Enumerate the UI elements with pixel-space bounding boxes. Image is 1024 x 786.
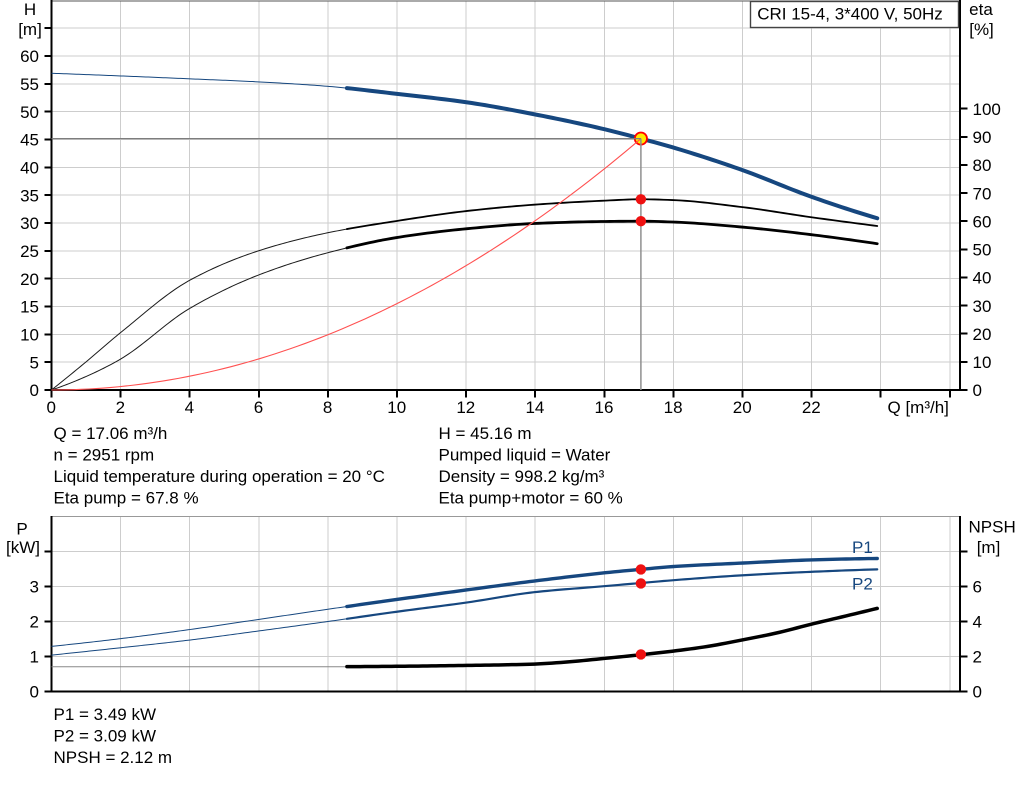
svg-text:6: 6: [254, 398, 263, 417]
svg-text:P2 = 3.09 kW: P2 = 3.09 kW: [54, 727, 157, 746]
svg-text:P: P: [16, 520, 27, 539]
svg-text:Q [m³/h]: Q [m³/h]: [888, 398, 949, 417]
svg-text:Pumped liquid = Water: Pumped liquid = Water: [439, 446, 611, 465]
svg-text:[%]: [%]: [969, 20, 994, 39]
svg-text:1: 1: [30, 648, 39, 667]
svg-text:NPSH = 2.12 m: NPSH = 2.12 m: [54, 748, 173, 767]
svg-text:2: 2: [30, 613, 39, 632]
svg-text:Eta pump+motor = 60 %: Eta pump+motor = 60 %: [439, 489, 623, 508]
svg-text:25: 25: [20, 242, 39, 261]
svg-text:40: 40: [973, 269, 992, 288]
svg-text:P1: P1: [852, 538, 873, 557]
svg-text:H: H: [24, 0, 36, 19]
svg-text:10: 10: [973, 353, 992, 372]
svg-text:3: 3: [30, 578, 39, 597]
svg-text:0: 0: [30, 381, 39, 400]
svg-text:H = 45.16 m: H = 45.16 m: [439, 424, 532, 443]
svg-text:2: 2: [116, 398, 125, 417]
svg-text:P1 = 3.49 kW: P1 = 3.49 kW: [54, 705, 157, 724]
svg-text:2: 2: [973, 648, 982, 667]
svg-text:20: 20: [973, 325, 992, 344]
svg-text:5: 5: [30, 353, 39, 372]
svg-text:80: 80: [973, 156, 992, 175]
svg-text:40: 40: [20, 159, 39, 178]
svg-text:Eta pump = 67.8 %: Eta pump = 67.8 %: [54, 489, 199, 508]
svg-text:4: 4: [185, 398, 194, 417]
svg-text:4: 4: [973, 613, 982, 632]
svg-text:20: 20: [733, 398, 752, 417]
svg-text:Liquid temperature during oper: Liquid temperature during operation = 20…: [54, 467, 385, 486]
svg-text:50: 50: [20, 103, 39, 122]
svg-text:60: 60: [973, 212, 992, 231]
svg-text:CRI 15-4, 3*400 V, 50Hz: CRI 15-4, 3*400 V, 50Hz: [757, 5, 943, 24]
svg-text:55: 55: [20, 75, 39, 94]
svg-text:100: 100: [973, 100, 1001, 119]
svg-text:30: 30: [20, 214, 39, 233]
svg-text:30: 30: [973, 297, 992, 316]
svg-text:8: 8: [323, 398, 332, 417]
svg-text:0: 0: [973, 381, 982, 400]
svg-text:[m]: [m]: [18, 20, 42, 39]
svg-text:0: 0: [30, 683, 39, 702]
svg-text:[kW]: [kW]: [6, 538, 40, 557]
svg-text:22: 22: [802, 398, 821, 417]
svg-text:14: 14: [525, 398, 544, 417]
svg-text:0: 0: [46, 398, 55, 417]
svg-text:45: 45: [20, 131, 39, 150]
svg-text:Density = 998.2 kg/m³: Density = 998.2 kg/m³: [439, 467, 605, 486]
svg-text:20: 20: [20, 270, 39, 289]
svg-text:n = 2951 rpm: n = 2951 rpm: [54, 446, 155, 465]
svg-text:NPSH: NPSH: [969, 518, 1016, 537]
svg-text:18: 18: [664, 398, 683, 417]
svg-text:0: 0: [973, 683, 982, 702]
svg-text:[m]: [m]: [977, 538, 1001, 557]
svg-text:90: 90: [973, 128, 992, 147]
svg-text:Q = 17.06 m³/h: Q = 17.06 m³/h: [54, 424, 168, 443]
svg-text:60: 60: [20, 47, 39, 66]
svg-text:eta: eta: [969, 0, 993, 19]
svg-text:15: 15: [20, 298, 39, 317]
svg-text:P2: P2: [852, 575, 873, 594]
svg-text:35: 35: [20, 186, 39, 205]
svg-text:16: 16: [595, 398, 614, 417]
svg-text:10: 10: [387, 398, 406, 417]
svg-text:6: 6: [973, 578, 982, 597]
svg-text:10: 10: [20, 326, 39, 345]
svg-text:70: 70: [973, 184, 992, 203]
svg-text:50: 50: [973, 241, 992, 260]
svg-text:12: 12: [456, 398, 475, 417]
